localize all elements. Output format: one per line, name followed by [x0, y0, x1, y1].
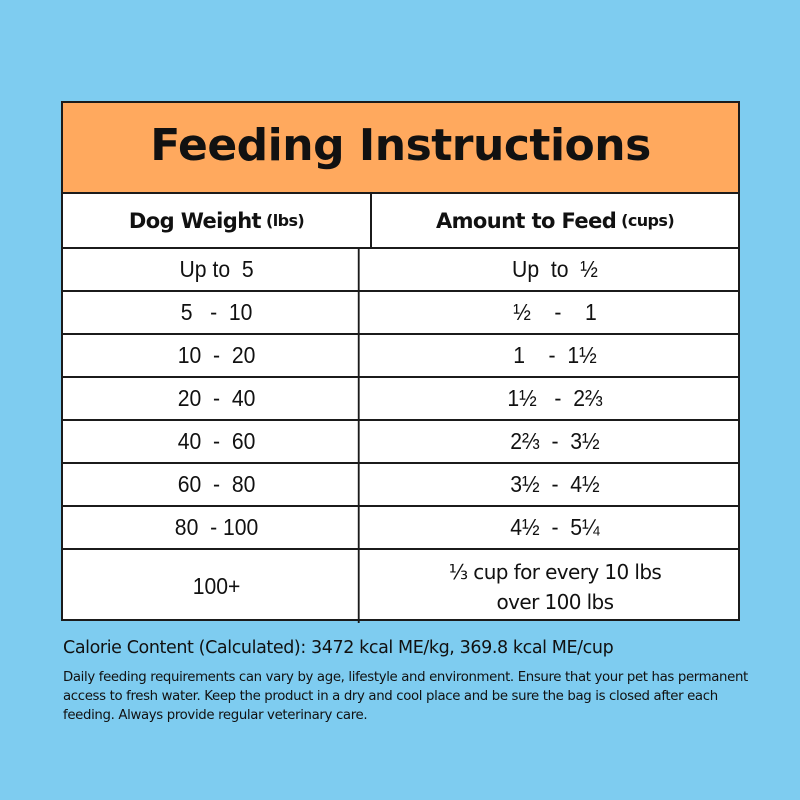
table-row: 60 - 80 3½ - 4½ [63, 464, 738, 507]
page-title: Feeding Instructions [150, 120, 651, 171]
table-row: 80 - 100 4½ - 5¼ [63, 507, 738, 550]
weight-cell: 5 - 10 [75, 292, 360, 333]
weight-cell: 100+ [75, 550, 360, 623]
weight-cell: 10 - 20 [75, 335, 360, 376]
header-amount-to-feed: Amount to Feed (cups) [372, 194, 738, 247]
table-header-row: Dog Weight (lbs) Amount to Feed (cups) [63, 194, 738, 249]
table-row: 40 - 60 2⅔ - 3½ [63, 421, 738, 464]
feeding-note: Daily feeding requirements can vary by a… [63, 670, 748, 723]
title-bar: Feeding Instructions [63, 103, 738, 194]
amount-cell: 1½ - 2⅔ [507, 385, 603, 411]
amount-cell: 1 - 1½ [513, 342, 597, 368]
amount-cell: Up to ½ [512, 256, 598, 282]
header-unit: (lbs) [266, 211, 305, 230]
amount-cell: 3½ - 4½ [510, 471, 600, 497]
amount-line-2: over 100 lbs [496, 589, 615, 614]
table-row: Up to 5 Up to ½ [63, 249, 738, 292]
header-dog-weight: Dog Weight (lbs) [63, 194, 372, 247]
header-label: Amount to Feed [435, 208, 617, 233]
table-row: 20 - 40 1½ - 2⅔ [63, 378, 738, 421]
weight-cell: Up to 5 [75, 249, 360, 290]
weight-cell: 60 - 80 [75, 464, 360, 505]
amount-cell: 4½ - 5¼ [510, 514, 600, 540]
table-row-over-100: 100+ ⅓ cup for every 10 lbs over 100 lbs [63, 550, 738, 623]
amount-line-1: ⅓ cup for every 10 lbs [448, 559, 662, 584]
header-unit: (cups) [621, 211, 675, 230]
calorie-content: Calorie Content (Calculated): 3472 kcal … [63, 638, 614, 658]
feeding-instructions-card: Feeding Instructions Dog Weight (lbs) Am… [61, 101, 740, 623]
weight-cell: 40 - 60 [75, 421, 360, 462]
header-label: Dog Weight [128, 208, 262, 233]
feeding-table: Dog Weight (lbs) Amount to Feed (cups) U… [63, 194, 738, 623]
table-row: 5 - 10 ½ - 1 [63, 292, 738, 335]
amount-cell: 2⅔ - 3½ [510, 428, 600, 454]
weight-cell: 20 - 40 [75, 378, 360, 419]
table-row: 10 - 20 1 - 1½ [63, 335, 738, 378]
weight-cell: 80 - 100 [75, 507, 360, 548]
amount-cell: ½ - 1 [513, 299, 597, 325]
amount-cell: ⅓ cup for every 10 lbs over 100 lbs [372, 550, 738, 623]
